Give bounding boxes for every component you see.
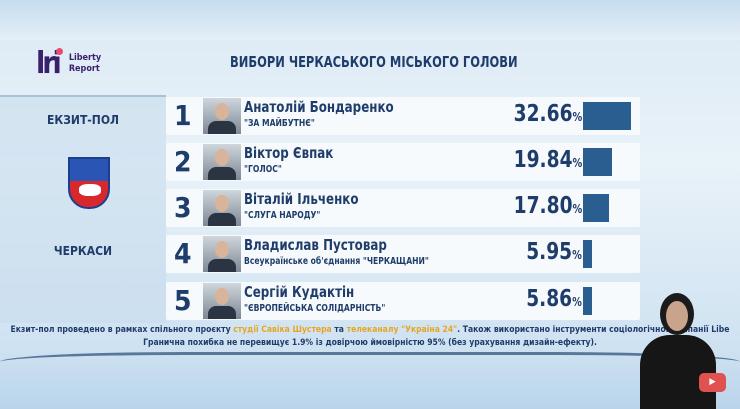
candidate-photo [203,190,241,226]
city-label: ЧЕРКАСИ [53,244,113,258]
candidate-row: 3 Віталій Ільченко "СЛУГА НАРОДУ" 17.80% [166,189,640,227]
decorative-curve [0,352,740,372]
party-name: "ГОЛОС" [244,164,282,175]
result-bar [583,102,631,130]
liberty-report-logo: lri Liberty Report [36,46,102,81]
chart-title: ВИБОРИ ЧЕРКАСЬКОГО МІСЬКОГО ГОЛОВИ [230,53,518,71]
result-bar [583,287,592,315]
rank: 2 [174,145,192,178]
rank: 5 [174,284,192,317]
logo-mark: lri [36,46,63,81]
sign-language-interpreter [632,293,722,409]
footnote-line-1: Екзит-пол проведено в рамках спільного п… [10,325,730,335]
footnote-line-2: Гранична похибка не перевищує 1.9% із до… [143,338,597,348]
exit-poll-label: ЕКЗИТ-ПОЛ [47,113,119,127]
candidate-photo [203,144,241,180]
play-icon[interactable]: ▶ [699,373,726,392]
party-name: Всеукраїнське об'єднання "ЧЕРКАЩАНИ" [244,256,429,267]
rank: 4 [174,237,192,270]
percent-label: 5.86% [526,286,582,312]
top-band [0,0,740,40]
party-name: "СЛУГА НАРОДУ" [244,210,321,221]
percent-label: 5.95% [526,239,582,265]
rank: 1 [174,99,192,132]
candidate-name: Сергій Кудактін [244,283,355,301]
percent-label: 17.80% [513,193,582,219]
candidate-photo [203,283,241,319]
rank: 3 [174,191,192,224]
candidate-name: Владислав Пустовар [244,236,387,254]
candidate-row: 5 Сергій Кудактін "ЄВРОПЕЙСЬКА СОЛІДАРНІ… [166,282,640,320]
result-bar [583,194,610,222]
candidate-row: 1 Анатолій Бондаренко "ЗА МАЙБУТНЄ" 32.6… [166,97,640,135]
result-bar [583,148,613,176]
result-bar [583,240,592,268]
candidate-name: Віктор Євпак [244,144,334,162]
candidate-row: 4 Владислав Пустовар Всеукраїнське об'єд… [166,235,640,273]
candidate-name: Віталій Ільченко [244,190,359,208]
side-panel: ЕКЗИТ-ПОЛ ЧЕРКАСИ [0,95,166,323]
party-name: "ЄВРОПЕЙСЬКА СОЛІДАРНІСТЬ" [244,303,386,314]
candidate-row: 2 Віктор Євпак "ГОЛОС" 19.84% [166,143,640,181]
candidate-name: Анатолій Бондаренко [244,98,394,116]
candidate-photo [203,236,241,272]
percent-label: 19.84% [513,147,582,173]
candidate-photo [203,98,241,134]
party-name: "ЗА МАЙБУТНЄ" [244,118,315,129]
coat-of-arms-icon [68,157,110,209]
percent-label: 32.66% [513,101,582,127]
